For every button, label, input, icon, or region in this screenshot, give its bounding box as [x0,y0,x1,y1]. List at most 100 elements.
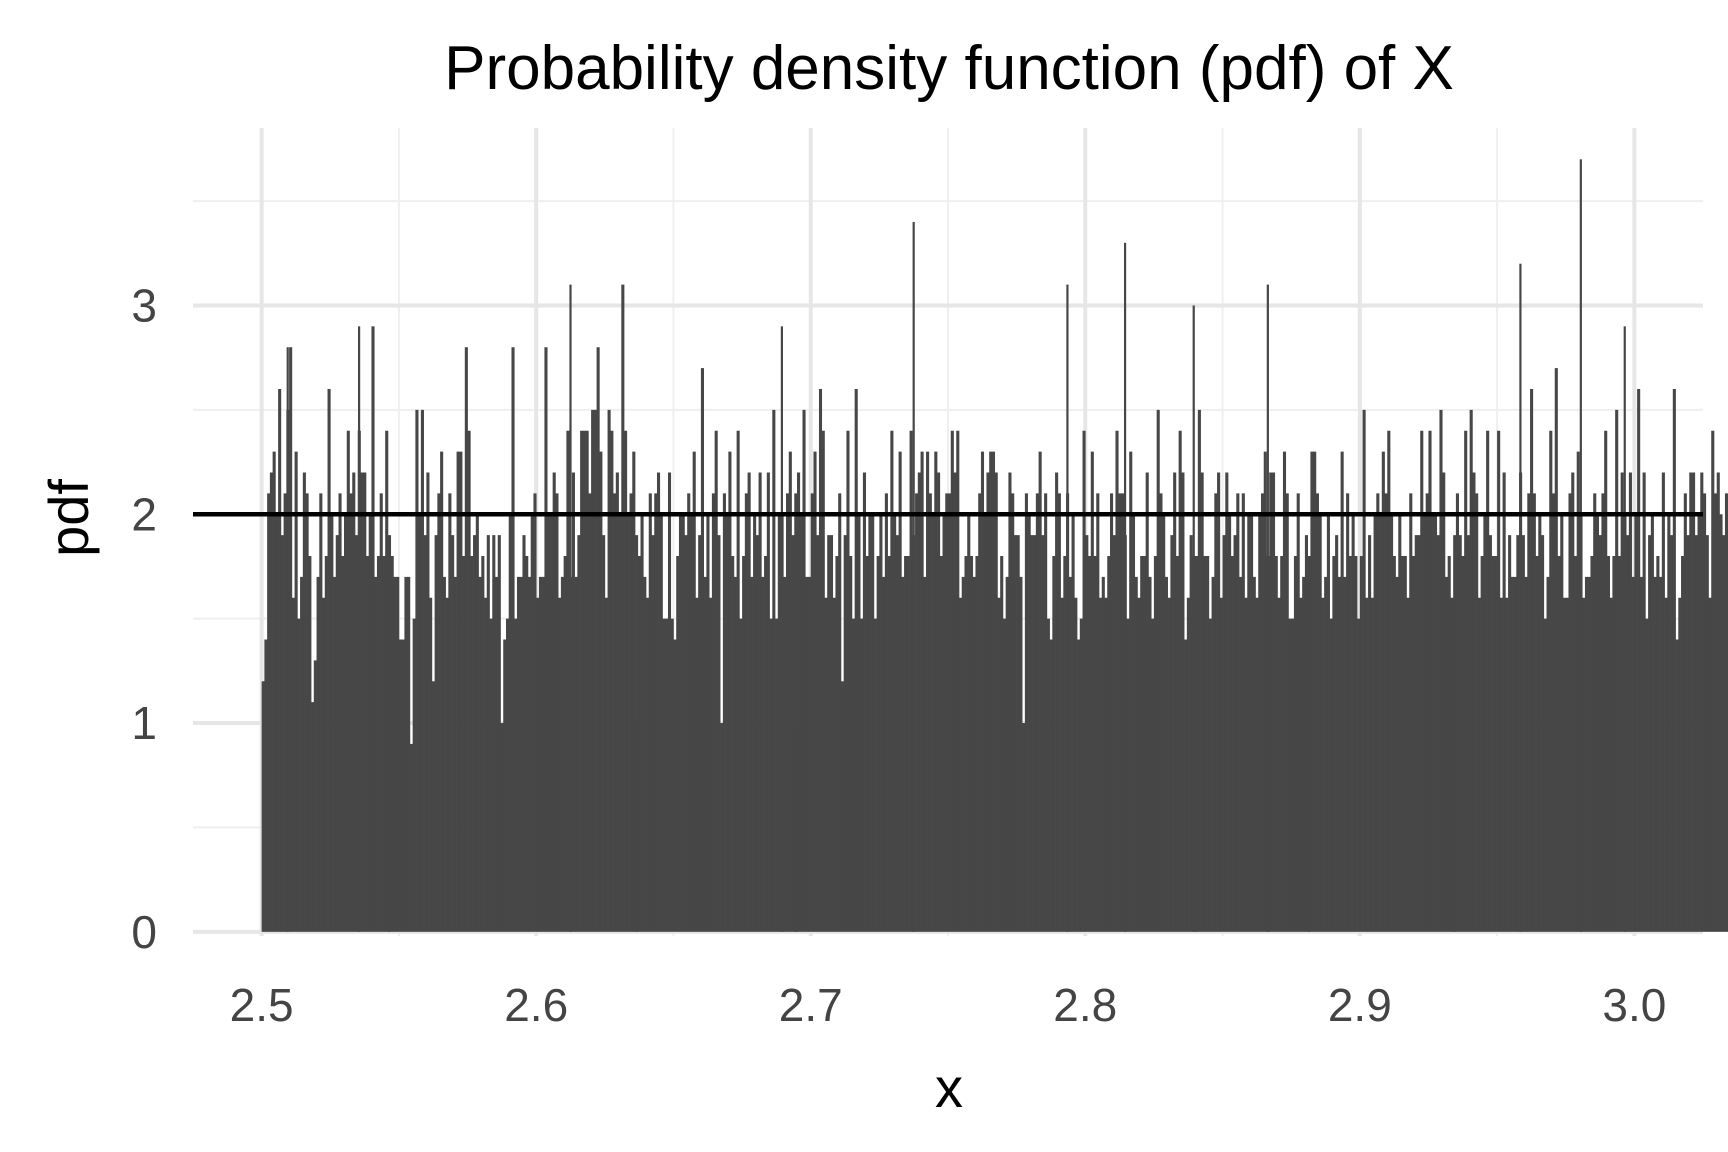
histogram-bar [448,493,452,932]
histogram-bar [1703,493,1707,932]
histogram-bar [1181,472,1185,932]
histogram-bar [530,514,534,932]
histogram-bar [1197,409,1201,932]
histogram-bar [871,514,875,932]
histogram-bar [1000,556,1004,932]
histogram-bar [1587,576,1591,932]
histogram-bar [972,576,976,932]
histogram-bar [481,556,485,932]
histogram-bar [560,576,564,932]
histogram-bar [964,556,968,932]
histogram-bar [1450,597,1454,932]
histogram-bar [1085,535,1089,932]
histogram-bar [1217,472,1221,932]
histogram-bar [1304,535,1309,932]
histogram-bar [418,514,422,932]
histogram-bar [1060,597,1064,932]
histogram-bar [500,723,504,932]
histogram-bar [602,535,606,932]
histogram-bar [1049,639,1053,932]
histogram-bar [1115,430,1119,932]
histogram-bar [1612,556,1616,932]
histogram-bar [563,556,567,932]
histogram-bar [1348,556,1352,932]
histogram-bar [440,451,444,932]
histogram-bar [1033,535,1037,932]
histogram-bar [1365,597,1369,932]
histogram-bar [1713,493,1718,932]
histogram-bar [1527,493,1531,932]
histogram-bar [802,409,806,932]
histogram-bar [1557,556,1561,932]
histogram-bar [1126,618,1130,932]
histogram-bar [549,514,554,932]
histogram-bar [1046,618,1050,932]
histogram-bar [607,409,611,932]
histogram-bar [846,430,850,932]
histogram-bar [1436,535,1440,932]
histogram-bar [478,576,482,932]
histogram-bar [758,472,762,932]
histogram-bar [1063,556,1067,932]
histogram-bar [596,347,600,932]
histogram-bar [637,556,641,932]
histogram-bar [1211,576,1215,932]
histogram-bar [1661,472,1665,932]
histogram-bar [1241,493,1245,932]
histogram-bar [360,472,364,932]
histogram-bar [851,618,856,932]
histogram-bar [1293,556,1298,932]
histogram-bar [1175,556,1179,932]
histogram-bar [857,514,861,932]
histogram-bar [522,535,526,932]
histogram-bar [643,576,647,932]
histogram-bar [401,639,405,932]
histogram-bar [486,535,490,932]
histogram-bar [1162,514,1166,932]
histogram-bar [1250,514,1254,932]
histogram-bar [1431,514,1435,932]
histogram-bar [462,556,466,932]
histogram-bar [1379,514,1383,932]
histogram-bar [1568,493,1572,932]
histogram-bar [415,409,419,932]
histogram-bar [703,576,707,932]
histogram-bar [1030,535,1034,932]
histogram-bar [1560,514,1564,932]
histogram-bar [393,576,397,932]
histogram-bar [396,576,400,932]
histogram-bar [1645,618,1649,932]
histogram-bar [659,514,663,932]
histogram-bar [791,535,795,932]
histogram-bar [937,472,941,932]
histogram-bar [813,451,817,932]
histogram-bar [593,409,597,932]
histogram-spike-bar [1519,263,1522,932]
histogram-bar [412,618,416,932]
histogram-bar [621,284,625,932]
histogram-bar [777,514,781,932]
histogram-bar [1422,514,1427,932]
histogram-bar [1447,556,1451,932]
histogram-bar [1173,472,1177,932]
histogram-bar [352,472,356,932]
histogram-bar [305,493,309,932]
histogram-bar [1016,535,1020,932]
histogram-bar [1549,430,1553,932]
histogram-bar [316,576,320,932]
histogram-bar [1055,472,1059,932]
histogram-bar [709,597,713,932]
histogram-bar [1598,535,1602,932]
histogram-bar [829,535,834,932]
histogram-bar [786,493,790,932]
histogram-bar [909,430,913,932]
x-tick-label: 2.9 [1328,979,1392,1031]
histogram-spike-bar [1123,242,1127,932]
histogram-spike-bar [358,326,361,932]
histogram-bar [1137,597,1141,932]
histogram-bar [1236,493,1240,932]
histogram-bar [887,556,891,932]
histogram-bar [289,347,293,932]
histogram-bar [1384,493,1388,932]
